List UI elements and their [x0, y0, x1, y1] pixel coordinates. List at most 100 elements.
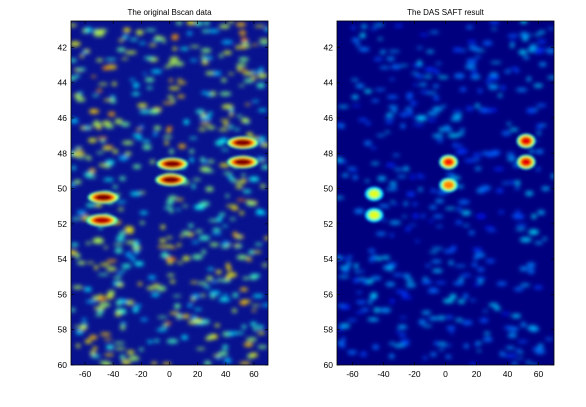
- texture-blob: [257, 140, 265, 145]
- texture-blob: [227, 331, 237, 336]
- texture-blob: [226, 266, 232, 272]
- texture-blob: [414, 240, 420, 243]
- texture-blob: [207, 159, 215, 164]
- texture-blob: [399, 112, 409, 117]
- texture-blob: [221, 241, 230, 247]
- texture-blob: [244, 103, 251, 106]
- texture-blob: [351, 104, 361, 107]
- texture-blob: [174, 61, 185, 66]
- texture-blob: [468, 362, 478, 365]
- texture-blob: [432, 106, 443, 112]
- texture-blob: [531, 347, 541, 351]
- texture-blob: [112, 149, 119, 154]
- texture-blob: [478, 279, 484, 284]
- texture-blob: [354, 208, 365, 214]
- texture-blob: [370, 146, 377, 150]
- texture-blob: [235, 184, 243, 189]
- texture-blob: [475, 341, 483, 345]
- texture-blob: [364, 89, 372, 94]
- texture-blob: [133, 304, 142, 308]
- texture-blob: [105, 159, 115, 166]
- texture-blob: [189, 149, 195, 154]
- texture-blob: [171, 36, 179, 41]
- texture-blob: [399, 339, 410, 344]
- y-tick-label: 54: [58, 254, 68, 264]
- texture-blob: [466, 40, 477, 44]
- texture-blob: [218, 24, 231, 29]
- texture-blob: [219, 163, 231, 168]
- texture-blob: [373, 57, 383, 61]
- texture-blob: [206, 276, 214, 281]
- texture-blob: [166, 199, 174, 205]
- x-tick-label: -40: [377, 369, 390, 379]
- texture-blob: [436, 225, 443, 228]
- texture-blob: [229, 112, 234, 117]
- texture-blob: [71, 23, 78, 27]
- texture-blob: [141, 139, 151, 143]
- texture-blob: [416, 46, 423, 49]
- texture-blob: [252, 326, 258, 331]
- texture-blob: [116, 47, 126, 52]
- texture-blob: [85, 155, 91, 159]
- texture-blob: [201, 113, 206, 118]
- texture-blob: [381, 255, 391, 260]
- texture-blob: [132, 133, 143, 138]
- texture-blob: [83, 287, 92, 292]
- texture-blob: [427, 118, 437, 122]
- texture-blob: [418, 187, 423, 192]
- texture-blob: [459, 87, 467, 92]
- texture-blob: [460, 273, 472, 277]
- texture-blob: [162, 362, 172, 365]
- texture-blob: [230, 177, 236, 183]
- texture-blob: [149, 109, 160, 115]
- texture-blob: [101, 120, 112, 126]
- texture-blob: [456, 207, 462, 212]
- texture-blob: [105, 344, 114, 350]
- texture-blob: [488, 84, 499, 90]
- texture-blob: [251, 304, 261, 307]
- texture-blob: [542, 237, 547, 241]
- texture-blob: [221, 148, 229, 151]
- texture-blob: [528, 229, 539, 235]
- texture-blob: [88, 109, 100, 114]
- texture-blob: [172, 46, 178, 51]
- texture-blob: [168, 78, 173, 83]
- texture-blob: [370, 292, 378, 298]
- hotspot-ring: [369, 190, 379, 198]
- texture-blob: [171, 246, 177, 249]
- texture-blob: [537, 343, 544, 349]
- texture-blob: [163, 65, 171, 69]
- texture-blob: [529, 44, 538, 49]
- texture-blob: [71, 308, 76, 312]
- texture-blob: [250, 70, 263, 73]
- texture-blob: [238, 84, 245, 87]
- texture-blob: [459, 128, 466, 132]
- texture-blob: [164, 321, 172, 325]
- x-tick-label: -20: [408, 369, 421, 379]
- texture-blob: [234, 127, 240, 131]
- texture-left: [71, 21, 268, 365]
- texture-blob: [175, 21, 183, 25]
- texture-blob: [251, 100, 259, 103]
- texture-blob: [481, 189, 487, 193]
- texture-blob: [214, 140, 224, 146]
- texture-blob: [219, 91, 232, 96]
- texture-blob: [259, 67, 264, 72]
- texture-blob: [371, 99, 380, 103]
- texture-blob: [513, 214, 525, 220]
- texture-blob: [450, 245, 457, 251]
- texture-blob: [130, 256, 136, 261]
- texture-blob: [228, 72, 235, 75]
- texture-blob: [264, 27, 268, 32]
- texture-blob: [376, 256, 382, 261]
- texture-blob: [507, 34, 519, 38]
- texture-blob: [409, 224, 417, 227]
- x-tick-label: 0: [443, 369, 448, 379]
- texture-blob: [421, 279, 432, 285]
- hotspots-right: [364, 133, 536, 223]
- texture-blob: [71, 41, 81, 47]
- texture-blob: [182, 255, 191, 262]
- texture-blob: [83, 172, 94, 178]
- texture-blob: [85, 203, 96, 208]
- texture-blob: [93, 306, 106, 310]
